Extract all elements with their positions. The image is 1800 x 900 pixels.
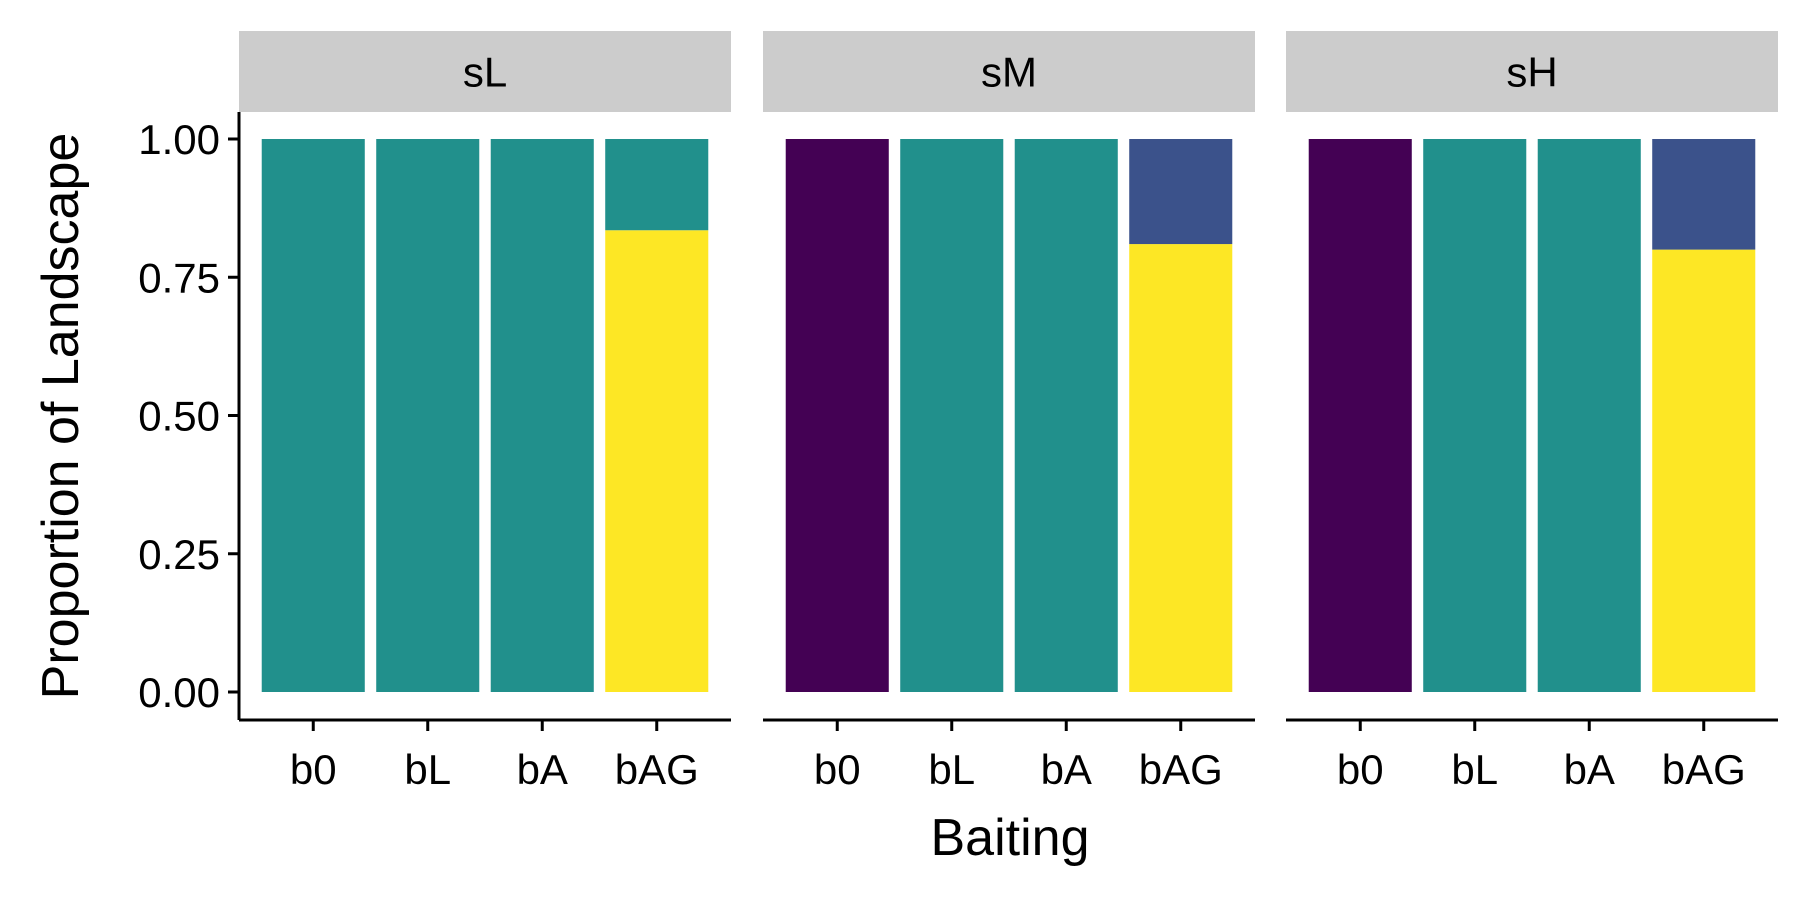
x-tick-label: bA	[1041, 746, 1092, 793]
bar-sL-bL-segment-0	[376, 139, 480, 692]
bar-sL-bA-segment-0	[490, 139, 594, 692]
facet-strip-label: sM	[981, 49, 1037, 96]
x-tick-label: bAG	[1139, 746, 1223, 793]
x-tick-label: bL	[928, 746, 975, 793]
bar-sL-b0-segment-0	[261, 139, 365, 692]
bar-sH-bA-segment-0	[1537, 139, 1641, 692]
x-tick-label: bL	[1451, 746, 1498, 793]
bar-sL-bAG-segment-0	[605, 230, 709, 692]
x-tick-label: bAG	[1662, 746, 1746, 793]
x-tick-label: bA	[517, 746, 568, 793]
facet-strip-sH	[1286, 31, 1778, 112]
x-tick-label: b0	[814, 746, 861, 793]
bar-sM-bAG-segment-1	[1129, 139, 1233, 245]
y-tick-label: 0.25	[138, 531, 220, 578]
bar-sH-bL-segment-0	[1423, 139, 1527, 692]
x-tick-label: bL	[404, 746, 451, 793]
x-axis-title: Baiting	[931, 809, 1090, 867]
bar-sM-bA-segment-0	[1014, 139, 1118, 692]
y-tick-label: 0.50	[138, 393, 220, 440]
bar-sH-bAG-segment-0	[1652, 249, 1756, 692]
facet-strip-label: sL	[463, 49, 507, 96]
y-tick-label: 0.75	[138, 254, 220, 301]
y-axis-title: Proportion of Landscape	[32, 133, 90, 700]
facet-strip-label: sH	[1506, 49, 1557, 96]
bar-sM-bAG-segment-0	[1129, 244, 1233, 692]
bar-sM-b0-segment-0	[785, 139, 889, 692]
y-tick-label: 0.00	[138, 669, 220, 716]
x-tick-label: bAG	[615, 746, 699, 793]
facet-strip-sL	[239, 31, 731, 112]
bar-sH-bAG-segment-1	[1652, 139, 1756, 250]
x-tick-label: b0	[1337, 746, 1384, 793]
y-tick-label: 1.00	[138, 116, 220, 163]
x-tick-label: b0	[290, 746, 337, 793]
bar-sH-b0-segment-0	[1308, 139, 1412, 692]
bar-sL-bAG-segment-1	[605, 139, 709, 231]
bar-sM-bL-segment-0	[900, 139, 1004, 692]
facet-strip-sM	[763, 31, 1255, 112]
x-tick-label: bA	[1564, 746, 1615, 793]
